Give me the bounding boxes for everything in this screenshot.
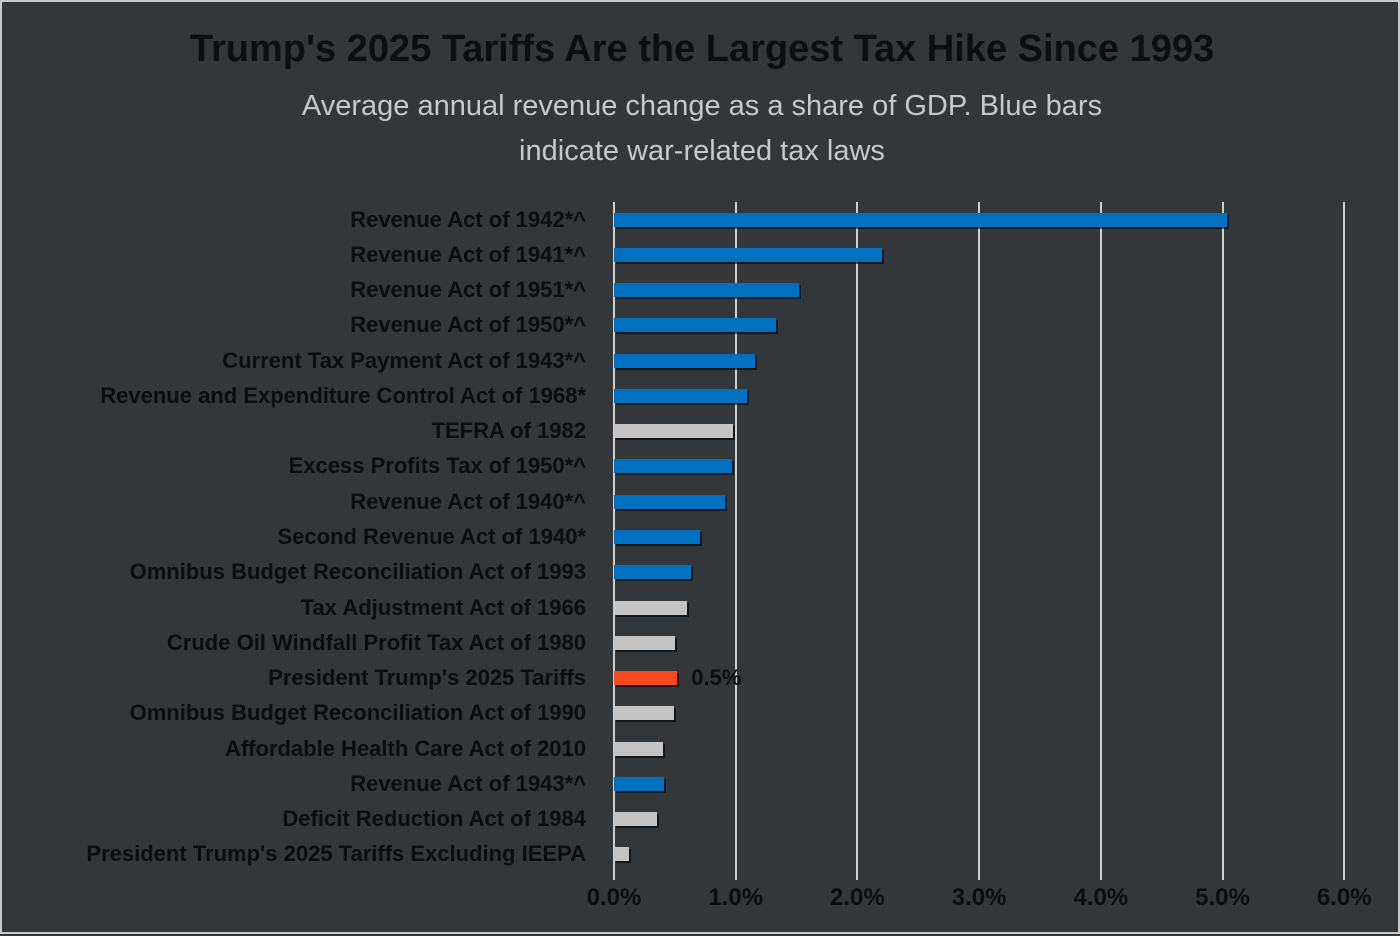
bar-label: TEFRA of 1982 <box>431 418 586 444</box>
bar-label: Revenue Act of 1951*^ <box>350 277 586 303</box>
bar <box>614 565 691 580</box>
bar-track <box>614 484 1400 519</box>
bar-label: Second Revenue Act of 1940* <box>277 524 586 550</box>
bar-track <box>614 625 1400 660</box>
bar-row: Deficit Reduction Act of 1984 <box>2 802 1400 837</box>
bar <box>614 847 629 862</box>
bar-row: Revenue Act of 1942*^ <box>2 202 1400 237</box>
bar-track <box>614 590 1400 625</box>
bar <box>614 671 678 686</box>
bar-label: Revenue Act of 1943*^ <box>350 770 586 796</box>
bar <box>614 283 799 298</box>
bar <box>614 706 674 721</box>
bar-label: Revenue Act of 1940*^ <box>350 488 586 514</box>
gridline-1.0% <box>734 202 737 880</box>
x-tick-label: 6.0% <box>1316 884 1372 911</box>
x-tick-label: 5.0% <box>1195 884 1250 911</box>
bar-label: Tax Adjustment Act of 1966 <box>300 594 586 620</box>
bar-label: Omnibus Budget Reconciliation Act of 199… <box>129 559 586 585</box>
bar-row: Current Tax Payment Act of 1943*^ <box>2 343 1400 378</box>
bar-row: Tax Adjustment Act of 1966 <box>2 590 1400 625</box>
bar-track <box>614 449 1400 484</box>
bar <box>614 353 756 368</box>
gridline-4.0% <box>1099 202 1102 880</box>
bar <box>614 812 657 827</box>
bar-row: Affordable Health Care Act of 2010 <box>2 731 1400 766</box>
bar-label: Revenue Act of 1950*^ <box>350 312 586 338</box>
bar-track <box>614 519 1400 554</box>
bar-track <box>614 766 1400 801</box>
bar-track <box>614 273 1400 308</box>
bar-row: Excess Profits Tax of 1950*^ <box>2 449 1400 484</box>
bar <box>614 776 664 791</box>
bar-track: 0.5% <box>614 660 1400 695</box>
bar-rows: Revenue Act of 1942*^ Revenue Act of 1941… <box>2 202 1400 872</box>
bar-row: Crude Oil Windfall Profit Tax Act of 198… <box>2 625 1400 660</box>
bar-label: Omnibus Budget Reconciliation Act of 199… <box>129 700 586 726</box>
bar-track <box>614 837 1400 872</box>
bar-label: Crude Oil Windfall Profit Tax Act of 198… <box>166 629 586 655</box>
bar-row: TEFRA of 1982 <box>2 414 1400 449</box>
bar <box>614 530 701 545</box>
x-tick-label: 3.0% <box>951 884 1007 911</box>
chart-subtitle-line-1: Average annual revenue change as a share… <box>301 90 1103 122</box>
bar-row: Revenue Act of 1951*^ <box>2 273 1400 308</box>
bar-track <box>614 731 1400 766</box>
gridline-5.0% <box>1221 202 1224 880</box>
bar-row: Revenue Act of 1940*^ <box>2 484 1400 519</box>
chart-subtitle-line-2: indicate war-related tax laws <box>519 135 885 167</box>
bar-track <box>614 202 1400 237</box>
bar-label: Deficit Reduction Act of 1984 <box>282 806 586 832</box>
bar-label: President Trump's 2025 Tariffs Excluding… <box>86 841 586 867</box>
bar <box>614 494 725 509</box>
x-tick-label: 2.0% <box>830 884 885 911</box>
bar-track <box>614 696 1400 731</box>
bar-label: Affordable Health Care Act of 2010 <box>224 735 586 761</box>
bar-track <box>614 802 1400 837</box>
bar-track <box>614 237 1400 272</box>
gridline-3.0% <box>978 202 981 880</box>
chart-subtitle: Average annual revenue change as a share… <box>2 84 1400 174</box>
bar <box>614 388 747 403</box>
bar-row: President Trump's 2025 Tariffs 0.5% <box>2 660 1400 695</box>
bar-row: Revenue Act of 1943*^ <box>2 766 1400 801</box>
chart-title: Trump's 2025 Tariffs Are the Largest Tax… <box>189 28 1215 70</box>
bar <box>614 635 675 650</box>
bar-label: Revenue Act of 1942*^ <box>350 206 586 232</box>
x-tick-label: 0.0% <box>586 884 642 911</box>
bar-row: Second Revenue Act of 1940* <box>2 519 1400 554</box>
gridline-2.0% <box>856 202 859 880</box>
bar-track <box>614 343 1400 378</box>
bar <box>614 247 882 262</box>
bar-track <box>614 555 1400 590</box>
bar <box>614 318 776 333</box>
x-tick-label: 4.0% <box>1073 884 1129 911</box>
bar <box>614 741 663 756</box>
bar-label: Excess Profits Tax of 1950*^ <box>288 453 586 479</box>
bar-row: Revenue Act of 1950*^ <box>2 308 1400 343</box>
bar-label: Revenue Act of 1941*^ <box>350 241 586 267</box>
bar-row: Revenue Act of 1941*^ <box>2 237 1400 272</box>
bar <box>614 424 734 439</box>
bar <box>614 459 733 474</box>
bar-row: President Trump's 2025 Tariffs Excluding… <box>2 837 1400 872</box>
gridline-6.0% <box>1343 202 1346 880</box>
bar-track <box>614 308 1400 343</box>
bar-row: Omnibus Budget Reconciliation Act of 199… <box>2 696 1400 731</box>
bar-track <box>614 414 1400 449</box>
bar <box>614 212 1228 227</box>
bar-row: Revenue and Expenditure Control Act of 1… <box>2 378 1400 413</box>
bar-label: Revenue and Expenditure Control Act of 1… <box>100 382 586 408</box>
bar-label: President Trump's 2025 Tariffs <box>268 665 586 691</box>
bar-label: Current Tax Payment Act of 1943*^ <box>222 347 586 373</box>
bar-value-label: 0.5% <box>691 665 742 691</box>
x-tick-label: 1.0% <box>708 884 764 911</box>
bar-row: Omnibus Budget Reconciliation Act of 199… <box>2 555 1400 590</box>
bar <box>614 600 688 615</box>
bar-track <box>614 378 1400 413</box>
